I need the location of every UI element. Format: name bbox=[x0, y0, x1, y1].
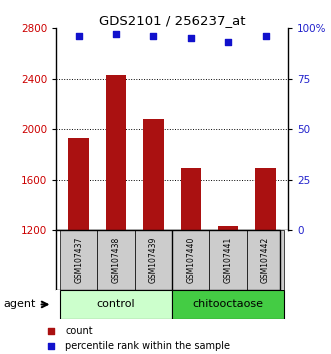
Point bbox=[76, 34, 81, 39]
Point bbox=[114, 32, 119, 37]
Bar bbox=[210, 230, 247, 290]
Bar bbox=[106, 75, 126, 230]
Point bbox=[48, 328, 54, 334]
Bar bbox=[180, 168, 201, 230]
Bar bbox=[60, 230, 97, 290]
Point bbox=[225, 40, 231, 45]
Bar bbox=[218, 226, 238, 230]
Bar bbox=[255, 168, 276, 230]
Text: GSM107439: GSM107439 bbox=[149, 237, 158, 284]
Point bbox=[188, 35, 193, 41]
Bar bbox=[172, 290, 284, 319]
Bar bbox=[69, 138, 89, 230]
Text: GSM107441: GSM107441 bbox=[224, 237, 233, 283]
Point bbox=[151, 34, 156, 39]
Point bbox=[263, 34, 268, 39]
Text: GSM107440: GSM107440 bbox=[186, 237, 195, 284]
Text: GSM107437: GSM107437 bbox=[74, 237, 83, 284]
Bar bbox=[143, 119, 164, 230]
Bar bbox=[60, 290, 172, 319]
Text: percentile rank within the sample: percentile rank within the sample bbox=[65, 341, 230, 351]
Text: agent: agent bbox=[3, 299, 36, 309]
Bar bbox=[172, 230, 210, 290]
Bar bbox=[247, 230, 284, 290]
Point bbox=[48, 343, 54, 349]
Bar bbox=[135, 230, 172, 290]
Bar bbox=[97, 230, 135, 290]
Text: count: count bbox=[65, 326, 93, 336]
Text: chitooctaose: chitooctaose bbox=[193, 299, 264, 309]
Title: GDS2101 / 256237_at: GDS2101 / 256237_at bbox=[99, 14, 245, 27]
Text: control: control bbox=[97, 299, 135, 309]
Text: GSM107438: GSM107438 bbox=[112, 237, 120, 283]
Text: GSM107442: GSM107442 bbox=[261, 237, 270, 283]
